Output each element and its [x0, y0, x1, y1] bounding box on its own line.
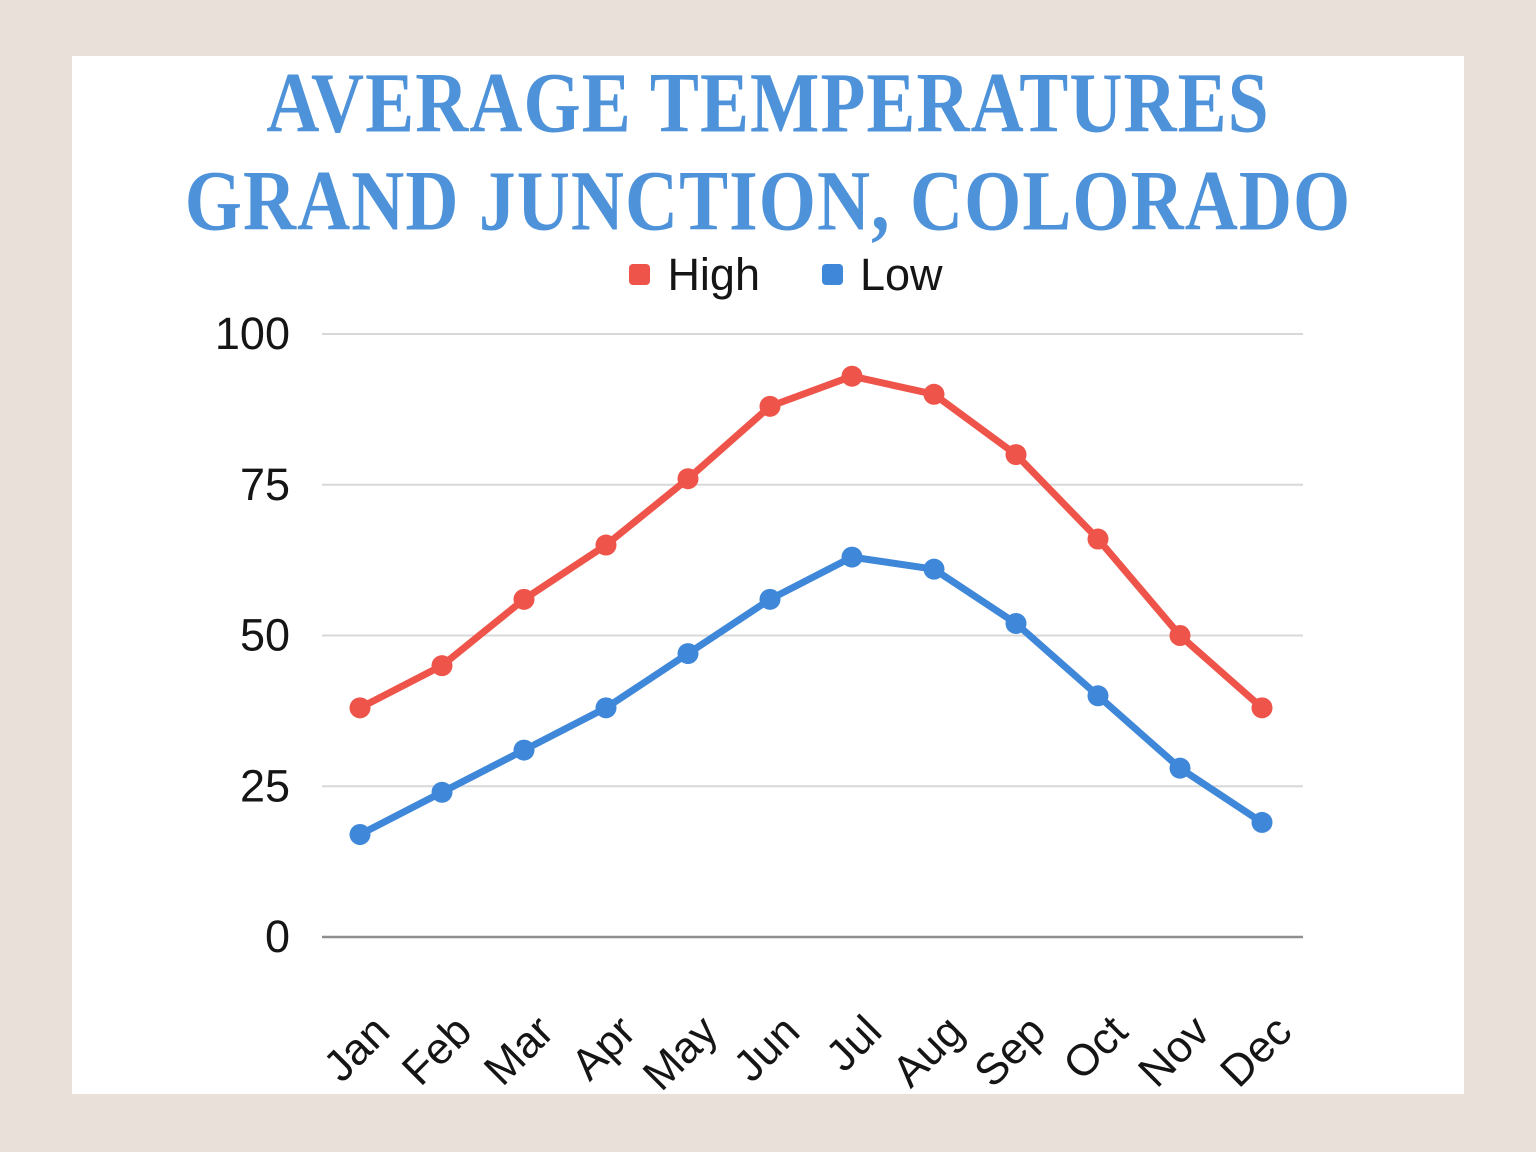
low-data-point: [349, 823, 371, 845]
high-series-line: [356, 372, 1266, 712]
legend-label-high: High: [667, 249, 760, 300]
x-axis-label: Jul: [817, 1006, 891, 1080]
high-data-point: [923, 383, 945, 405]
low-data-point: [677, 643, 699, 665]
chart-title-line-2: GRAND JUNCTION, COLORADO: [184, 155, 1352, 250]
high-series-swatch-icon: [629, 264, 651, 285]
x-axis-label: Oct: [1054, 1006, 1137, 1089]
high-data-point: [677, 468, 699, 490]
x-axis-label: Jan: [314, 1006, 399, 1091]
x-axis-label: Apr: [562, 1006, 645, 1089]
high-data-point: [595, 534, 617, 556]
low-data-point: [513, 739, 535, 761]
x-axis-label: May: [634, 1006, 727, 1094]
x-axis-label: Feb: [393, 1006, 481, 1094]
x-axis-label: Jun: [724, 1006, 809, 1091]
high-data-point: [349, 697, 371, 719]
low-data-point: [841, 546, 863, 568]
x-axis-label: Dec: [1211, 1006, 1301, 1094]
x-axis-label: Sep: [965, 1006, 1055, 1094]
low-data-point: [431, 781, 453, 803]
low-series-line: [356, 553, 1266, 838]
high-data-point: [1169, 625, 1191, 646]
high-data-point: [431, 655, 453, 677]
x-axis-label: Nov: [1129, 1006, 1219, 1094]
legend-label-low: Low: [860, 249, 943, 300]
x-axis-label: Aug: [883, 1006, 973, 1094]
high-data-point: [1087, 528, 1109, 550]
low-data-point: [923, 558, 945, 580]
y-tick-label: 100: [215, 308, 290, 359]
low-data-point: [1005, 612, 1027, 634]
y-tick-label: 50: [240, 610, 290, 661]
y-tick-label: 75: [240, 459, 290, 510]
high-data-point: [1251, 697, 1273, 719]
high-data-point: [841, 365, 863, 387]
low-data-point: [595, 697, 617, 719]
chart-card: AVERAGE TEMPERATURES GRAND JUNCTION, COL…: [72, 56, 1464, 1094]
low-data-point: [1169, 757, 1191, 779]
chart-title-line-1: AVERAGE TEMPERATURES: [266, 57, 1270, 152]
y-tick-label: 0: [265, 911, 290, 962]
high-data-point: [1005, 444, 1027, 466]
x-axis-label: Mar: [475, 1006, 563, 1094]
legend-item-high: High: [629, 252, 760, 297]
legend-item-low: Low: [822, 252, 943, 297]
low-data-point: [1087, 685, 1109, 707]
high-data-point: [513, 588, 535, 610]
chart-legend: High Low: [90, 252, 1482, 297]
high-data-point: [759, 395, 781, 417]
y-tick-label: 25: [240, 760, 290, 811]
low-data-point: [759, 588, 781, 610]
low-series-swatch-icon: [822, 264, 843, 285]
low-data-point: [1251, 811, 1273, 833]
